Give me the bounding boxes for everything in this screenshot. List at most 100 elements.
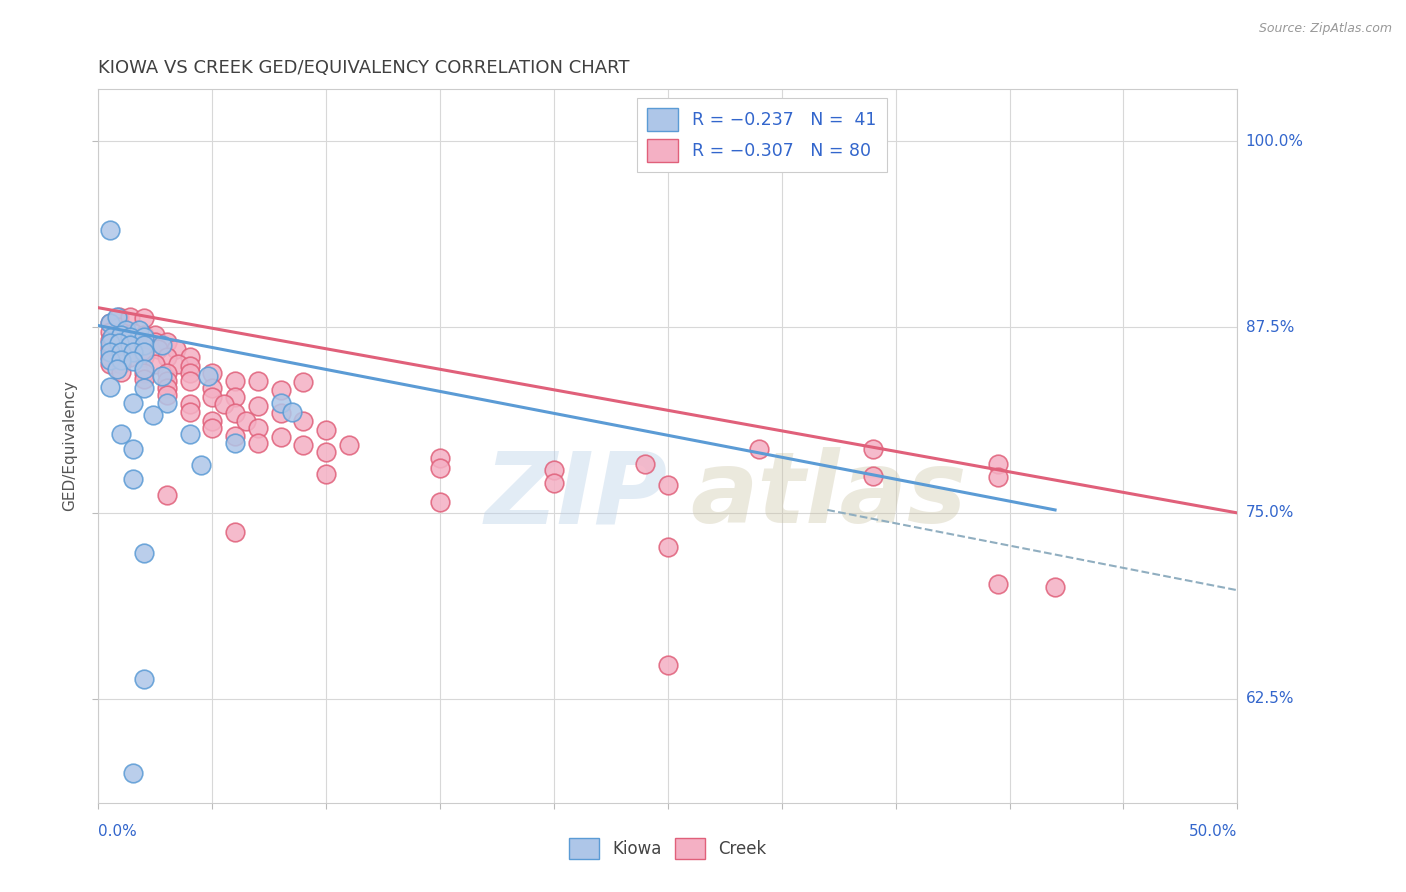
Point [120, 350, 142, 364]
Point [987, 577, 1010, 591]
Point [121, 766, 143, 780]
Point [429, 450, 451, 465]
Point [235, 414, 257, 428]
Point [120, 330, 142, 344]
Text: Source: ZipAtlas.com: Source: ZipAtlas.com [1258, 22, 1392, 36]
Point [197, 369, 219, 384]
Point [132, 361, 155, 376]
Point [224, 390, 246, 404]
Point [98, 334, 121, 348]
Point [146, 343, 169, 357]
Point [224, 436, 246, 450]
Point [179, 366, 201, 380]
Point [132, 311, 155, 326]
Point [108, 320, 131, 334]
Point [105, 361, 128, 376]
Point [110, 427, 132, 442]
Text: 62.5%: 62.5% [1246, 691, 1294, 706]
Point [315, 445, 337, 459]
Point [224, 374, 246, 388]
Point [132, 338, 155, 352]
Point [120, 338, 142, 352]
Point [121, 334, 143, 349]
Point [246, 374, 269, 388]
Point [101, 330, 124, 344]
Point [657, 477, 679, 491]
Text: 0.0%: 0.0% [98, 824, 138, 839]
Point [270, 396, 292, 410]
Point [145, 334, 167, 349]
Text: KIOWA VS CREEK GED/EQUIVALENCY CORRELATION CHART: KIOWA VS CREEK GED/EQUIVALENCY CORRELATI… [98, 59, 630, 77]
Text: 75.0%: 75.0% [1246, 506, 1294, 520]
Point [224, 428, 246, 442]
Point [270, 383, 292, 397]
Point [156, 388, 179, 402]
Text: ZIP: ZIP [485, 448, 668, 544]
Point [121, 343, 143, 357]
Point [201, 421, 224, 435]
Point [98, 345, 121, 359]
Point [121, 354, 143, 368]
Point [128, 323, 150, 337]
Point [110, 343, 132, 357]
Point [201, 414, 224, 428]
Point [862, 442, 884, 456]
Point [110, 357, 132, 371]
Point [156, 334, 179, 349]
Point [179, 405, 201, 419]
Text: 100.0%: 100.0% [1246, 134, 1303, 149]
Point [657, 540, 679, 554]
Point [246, 436, 269, 450]
Point [98, 357, 121, 371]
Point [98, 325, 121, 339]
Point [1043, 580, 1066, 594]
Point [212, 397, 235, 411]
Point [145, 357, 167, 371]
Point [292, 414, 315, 428]
Point [337, 437, 360, 451]
Point [179, 359, 201, 373]
Point [110, 352, 132, 367]
Point [156, 396, 179, 410]
Point [657, 657, 679, 672]
Point [98, 316, 121, 330]
Point [190, 458, 212, 473]
Point [98, 350, 121, 364]
Point [429, 495, 451, 509]
Point [132, 366, 155, 380]
Point [167, 357, 190, 371]
Point [156, 488, 179, 502]
Y-axis label: GED/Equivalency: GED/Equivalency [62, 381, 77, 511]
Point [121, 472, 143, 486]
Point [132, 330, 155, 344]
Point [110, 325, 132, 339]
Point [987, 470, 1010, 484]
Point [179, 427, 201, 442]
Point [150, 338, 173, 352]
Point [156, 381, 179, 395]
Point [224, 525, 246, 540]
Point [165, 343, 187, 357]
Text: 87.5%: 87.5% [1246, 319, 1294, 334]
Point [121, 442, 143, 456]
Legend: Kiowa, Creek: Kiowa, Creek [562, 831, 773, 866]
Point [862, 468, 884, 483]
Point [270, 430, 292, 444]
Point [429, 461, 451, 475]
Point [224, 406, 246, 420]
Point [132, 381, 155, 395]
Point [132, 345, 155, 359]
Point [110, 345, 132, 359]
Point [110, 327, 132, 342]
Point [98, 223, 121, 237]
Point [132, 327, 155, 342]
Point [292, 437, 315, 451]
Point [156, 374, 179, 388]
Point [179, 350, 201, 364]
Point [281, 405, 304, 419]
Point [132, 546, 155, 560]
Point [179, 374, 201, 388]
Point [201, 366, 224, 380]
Point [108, 336, 131, 351]
Point [292, 375, 315, 389]
